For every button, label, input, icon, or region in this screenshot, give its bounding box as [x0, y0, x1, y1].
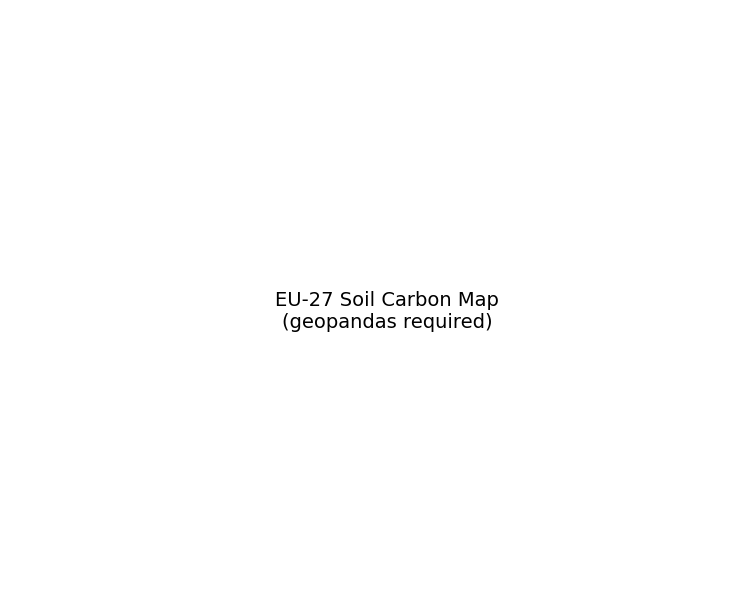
Text: EU-27 Soil Carbon Map
(geopandas required): EU-27 Soil Carbon Map (geopandas require… [275, 291, 499, 331]
